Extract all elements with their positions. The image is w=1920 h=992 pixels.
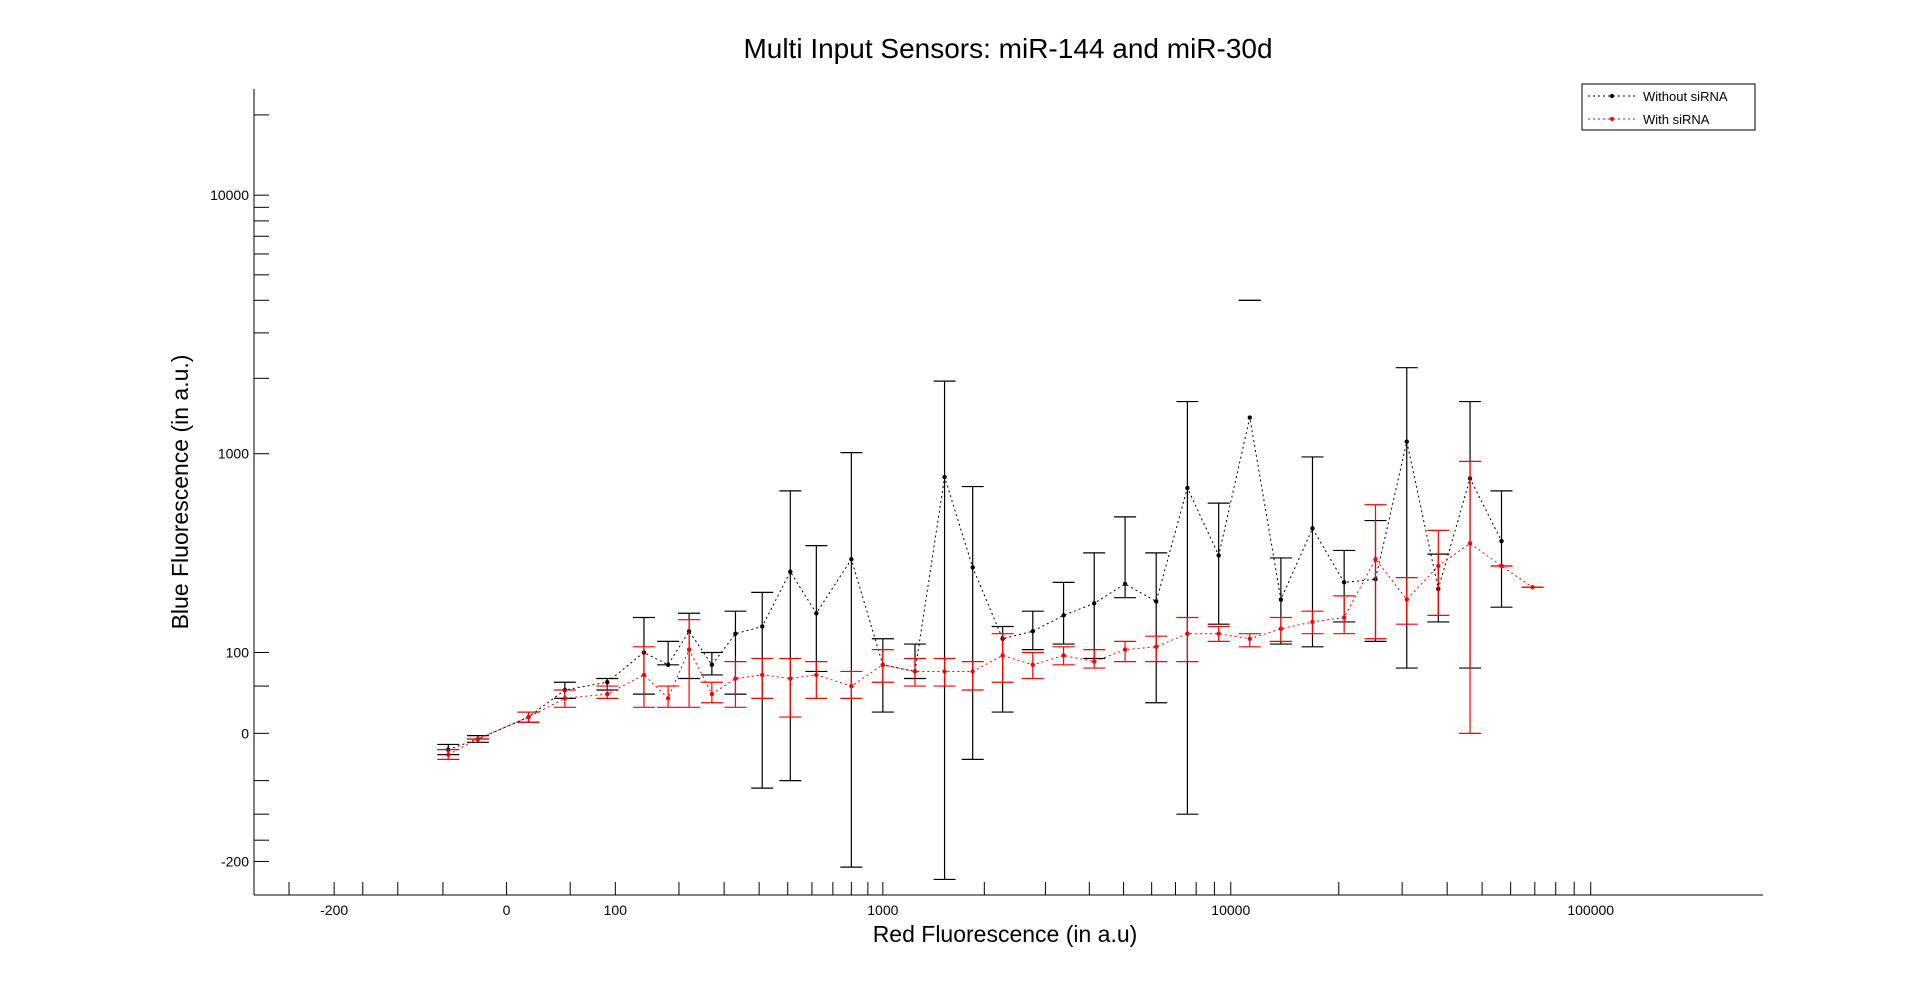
data-point [562,696,568,701]
data-point [709,691,715,697]
data-point [1278,597,1284,602]
data-point [970,669,975,674]
legend-marker-without-sirna [1610,94,1614,98]
data-point [1499,538,1504,544]
data-point [1404,597,1409,602]
series-with-sirna [437,460,1544,760]
x-tick-label: 1000 [867,902,898,918]
data-point [641,672,647,678]
data-point [1185,631,1190,636]
data-point [1154,644,1159,650]
data-point [475,736,481,742]
x-axis-ticks: -200 0 100 1000 10000 100000 [288,882,1614,918]
data-point [1310,619,1315,625]
y-tick-label: 1000 [218,446,249,462]
data-point [1467,541,1473,546]
data-point [1092,659,1097,664]
data-point [1341,580,1347,585]
x-axis-title: Red Fluorescence (in a.u) [873,921,1138,947]
y-tick-label: 10000 [210,187,249,203]
data-point [733,631,738,636]
series-layer [437,299,1544,881]
data-point [849,557,854,562]
chart-title: Multi Input Sensors: miR-144 and miR-30d [743,33,1272,64]
data-point [1092,601,1097,606]
data-point [1061,613,1066,618]
data-point [1341,615,1347,620]
legend-label-with-sirna: With siRNA [1643,112,1710,127]
data-point [1247,636,1252,641]
x-tick-label: 10000 [1211,902,1250,918]
data-point [1122,647,1128,652]
data-point [1499,563,1504,569]
legend-marker-with-sirna [1610,117,1614,121]
data-point [686,647,692,652]
data-point [665,662,671,667]
data-point [814,611,819,616]
data-point [526,714,531,720]
data-point [1154,599,1159,604]
data-point [814,672,819,678]
data-point [849,683,854,689]
x-tick-label: 100 [604,902,628,918]
data-point [665,696,671,701]
data-point [1278,626,1284,632]
data-point [788,676,793,681]
data-point [1000,653,1005,658]
data-point [605,680,610,685]
data-point [1061,653,1066,658]
data-point [760,624,765,629]
data-point [1216,631,1221,636]
data-point [760,672,765,678]
y-tick-label: 0 [241,725,249,741]
data-point [1404,439,1409,444]
data-point [605,691,610,697]
data-point [942,474,947,480]
data-point [1030,629,1035,634]
series-line [448,542,1533,756]
data-point [1530,585,1535,590]
legend: Without siRNA With siRNA [1581,83,1756,131]
x-tick-label: 100000 [1567,902,1614,918]
data-point [1373,557,1378,562]
y-axis-title: Blue Fluorescence (in a.u.) [167,355,193,630]
data-point [1030,662,1035,667]
data-point [942,669,947,674]
data-point [1122,581,1128,587]
data-point [788,569,793,574]
y-tick-label: -200 [221,853,249,869]
x-tick-label: 0 [503,902,511,918]
data-point [1185,485,1190,491]
legend-box [1581,83,1756,131]
data-point [446,752,451,757]
data-point [912,669,918,674]
data-point [1216,553,1221,558]
legend-label-without-sirna: Without siRNA [1643,89,1728,104]
y-axis-ticks: -200 0 100 1000 10000 [210,114,269,869]
data-point [1310,526,1315,531]
x-tick-label: -200 [320,902,348,918]
data-point [1247,415,1252,420]
data-point [970,565,975,570]
data-point [880,662,886,667]
data-point [1436,563,1441,569]
data-point [709,662,715,667]
data-point [733,676,738,681]
y-tick-label: 100 [226,645,250,661]
